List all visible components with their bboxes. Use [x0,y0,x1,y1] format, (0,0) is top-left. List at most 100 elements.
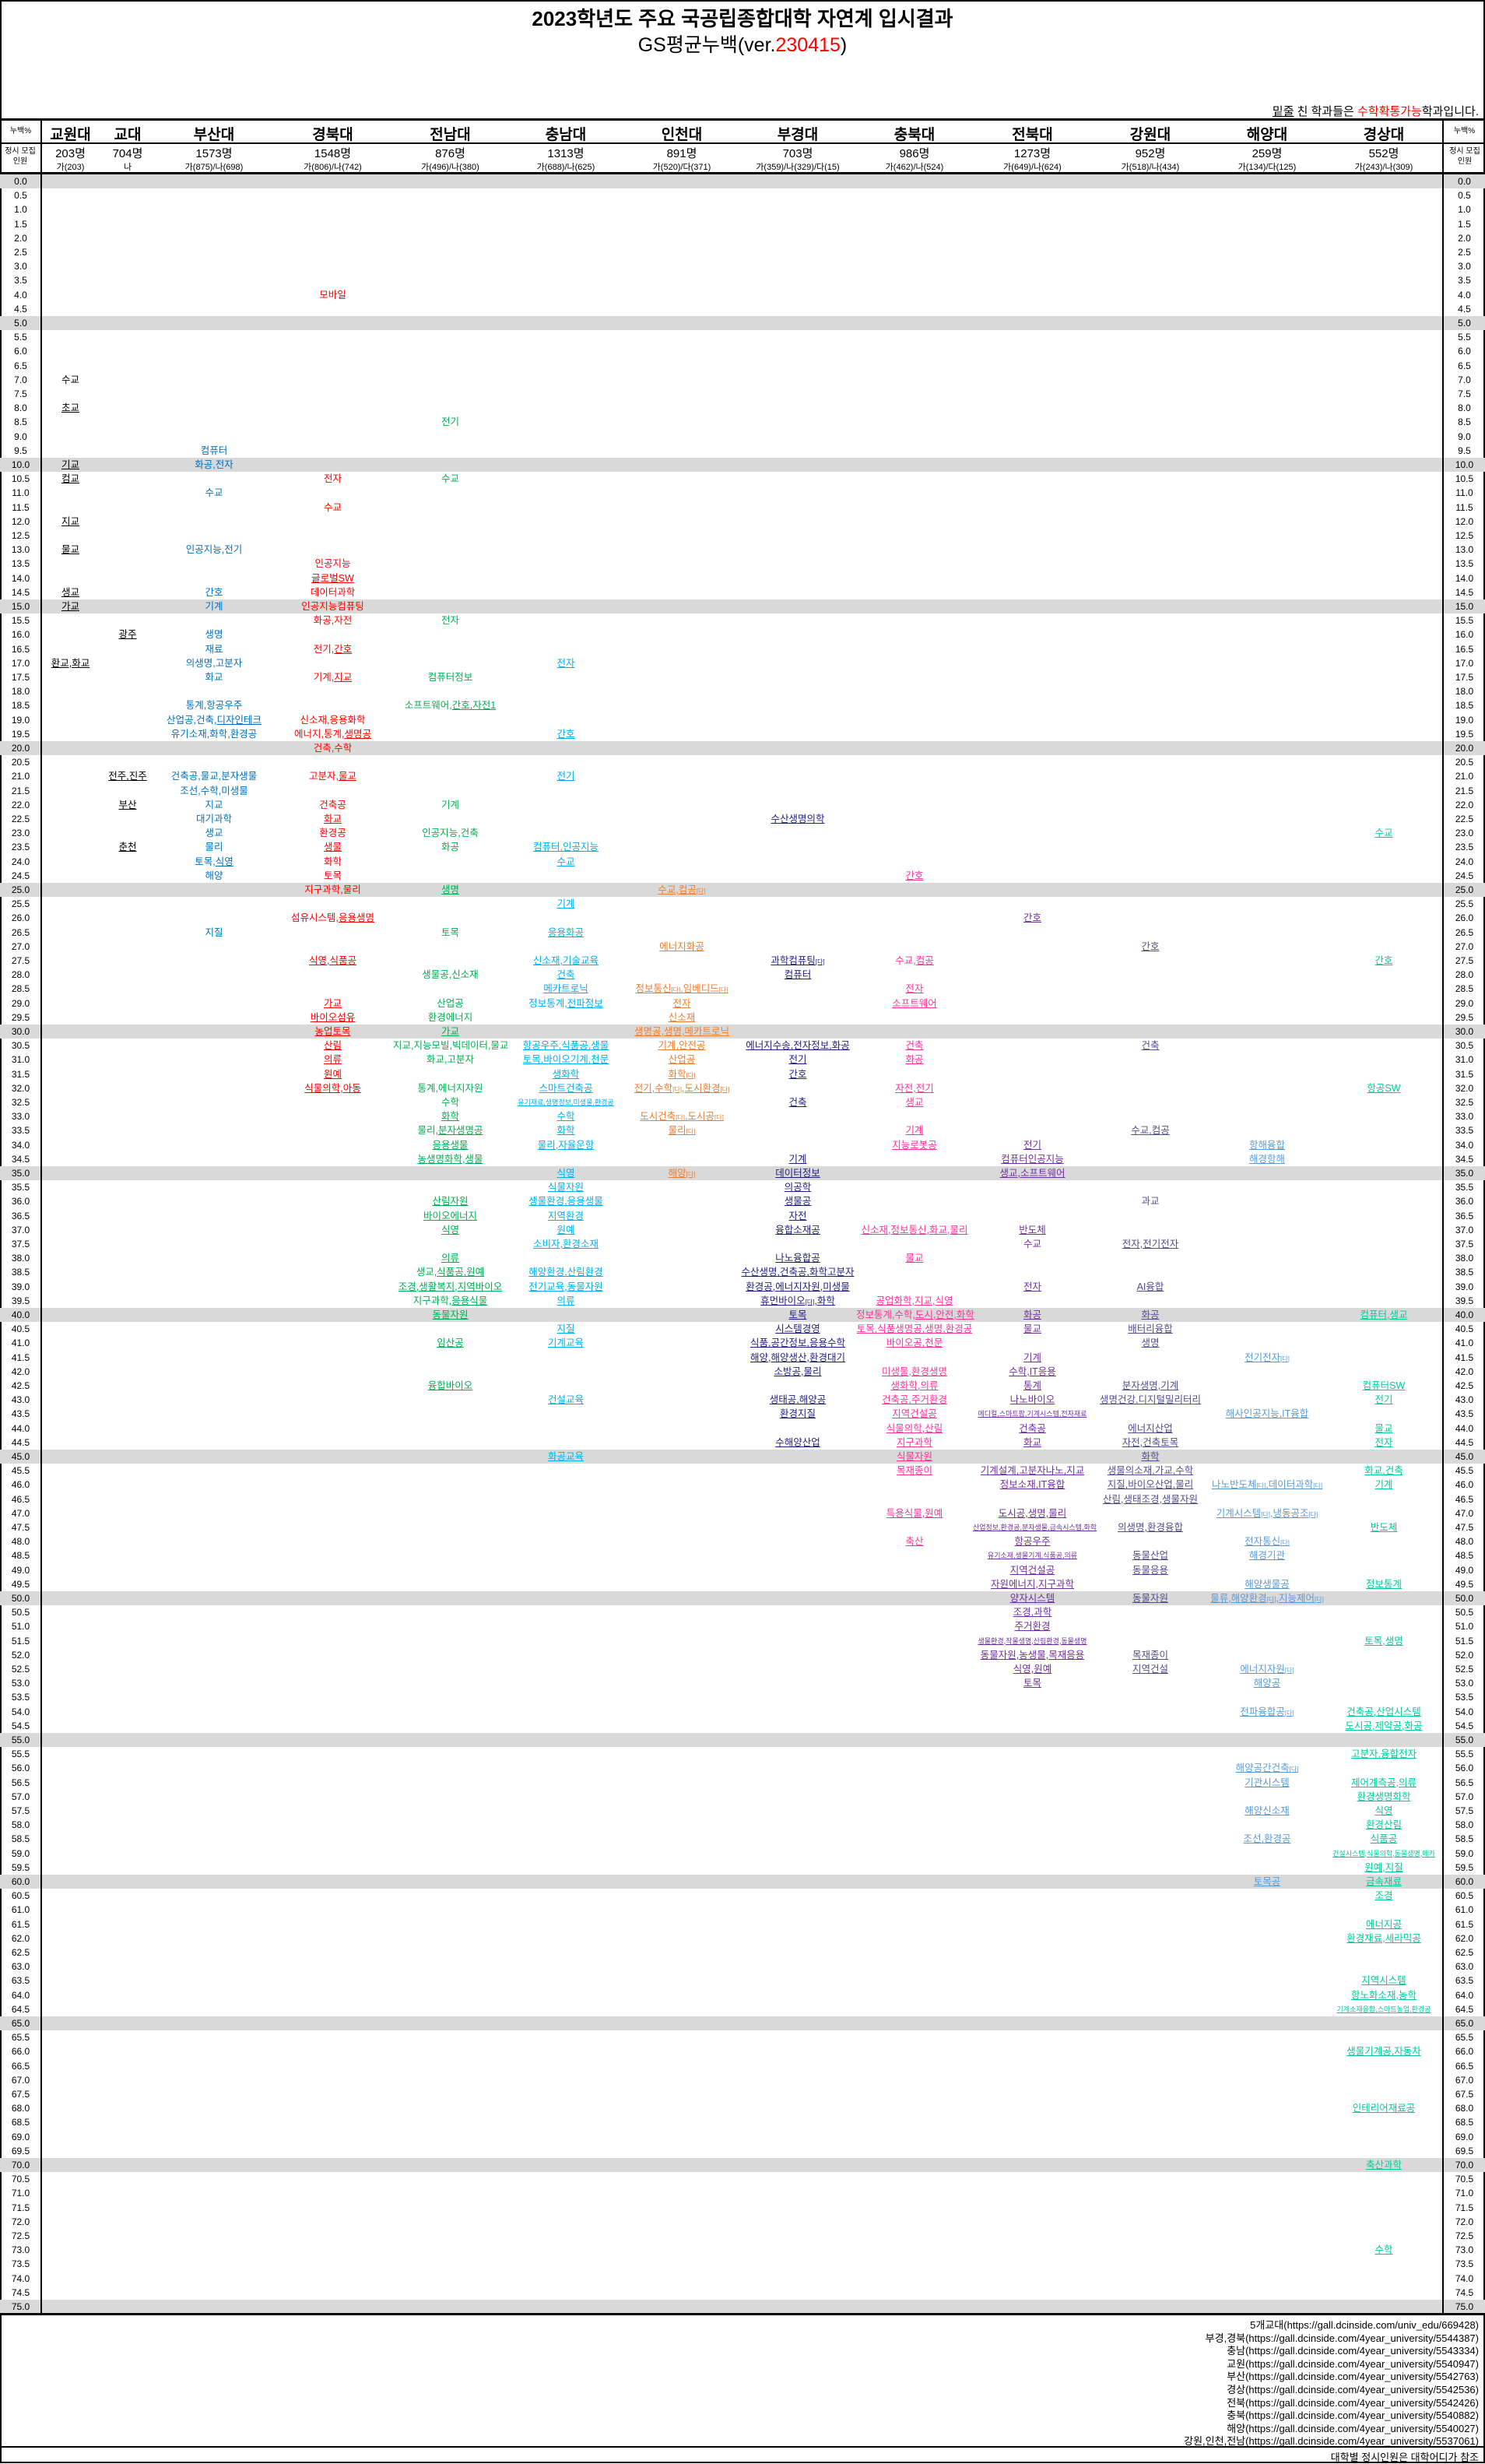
department-entry[interactable]: 수교,컴공 [1092,1123,1209,1137]
department-entry[interactable]: 에너지공 [1325,1917,1442,1931]
department-entry[interactable]: 기계 [156,599,272,613]
department-entry[interactable]: 에너지자원[다] [1209,1662,1325,1676]
department-entry[interactable]: 고분자,물교 [272,769,393,783]
department-entry[interactable]: 기계 [1325,1478,1442,1492]
department-entry[interactable]: 해양환경,산림환경 [507,1265,624,1279]
department-entry[interactable]: 축산 [856,1534,973,1548]
department-entry[interactable]: 조경 [1325,1889,1442,1903]
department-entry[interactable]: 환경생명화학 [1325,1790,1442,1804]
department-entry[interactable]: 조경,과학 [973,1605,1092,1619]
department-entry[interactable]: 화교 [973,1436,1092,1450]
department-entry[interactable]: 동물산업 [1092,1548,1209,1562]
department-entry[interactable]: 해양 [156,869,272,883]
department-entry[interactable]: 전기전자[다] [1209,1351,1325,1365]
department-entry[interactable]: 의생명,환경융합 [1092,1520,1209,1534]
department-entry[interactable]: 통계,항공우주 [156,698,272,712]
department-entry[interactable]: 간호 [856,869,973,883]
department-entry[interactable]: 지역환경 [507,1209,624,1223]
department-entry[interactable]: 기계 [507,897,624,911]
department-entry[interactable]: 생교 [856,1095,973,1109]
department-entry[interactable]: 건축공 [973,1422,1092,1436]
department-entry[interactable]: 화공 [1092,1308,1209,1322]
department-entry[interactable]: 기계 [393,798,507,812]
department-entry[interactable]: 생교,식품공,원예 [393,1265,507,1279]
department-entry[interactable]: 광주 [100,627,156,641]
department-entry[interactable]: 환경에너지 [393,1011,507,1025]
department-entry[interactable]: 전자 [624,996,739,1011]
department-entry[interactable]: 컴퓨터,생교 [1325,1308,1442,1322]
department-entry[interactable]: 지역시스템 [1325,1974,1442,1988]
department-entry[interactable]: 자전,전기 [856,1081,973,1095]
department-entry[interactable]: 물교 [973,1322,1092,1336]
department-entry[interactable]: 인공지능컴퓨팅 [272,599,393,613]
department-entry[interactable]: 해양[다] [624,1166,739,1180]
department-entry[interactable]: 원예 [507,1223,624,1237]
department-entry[interactable]: 조선,수학,미생물 [156,784,272,798]
department-entry[interactable]: 물리,분자생명공 [393,1123,507,1137]
department-entry[interactable]: 메디컬,스마트팜,기계시스템,전자재료 [973,1407,1092,1421]
department-entry[interactable]: 생화학,의류 [856,1379,973,1393]
department-entry[interactable]: 토목,식품생명공,생명,환경공 [856,1322,973,1336]
department-entry[interactable]: 산림 [272,1039,393,1053]
department-entry[interactable]: 바이오공,천문 [856,1336,973,1350]
department-entry[interactable]: 전자 [272,472,393,486]
department-entry[interactable]: 바이오에너지 [393,1209,507,1223]
department-entry[interactable]: 생교 [41,585,100,599]
department-entry[interactable]: 간호 [507,727,624,741]
department-entry[interactable]: 공업화학,지교,식영 [856,1294,973,1308]
department-entry[interactable]: 수학,IT응용 [973,1365,1092,1379]
department-entry[interactable]: 간호 [973,911,1092,925]
department-entry[interactable]: 컴퓨터인공지능 [973,1152,1092,1166]
department-entry[interactable]: 인공지능,전기 [156,543,272,557]
department-entry[interactable]: 의공학 [739,1180,856,1194]
department-entry[interactable]: 환경재료,세라믹공 [1325,1931,1442,1946]
department-entry[interactable]: 반도체 [973,1223,1092,1237]
department-entry[interactable]: 식영,식품공 [272,954,393,968]
department-entry[interactable]: 수교 [507,855,624,869]
department-entry[interactable]: 기계설계,고분자나노,지교 [973,1464,1092,1478]
department-entry[interactable]: 지질,바이오산업,물리 [1092,1478,1209,1492]
department-entry[interactable]: 화학 [272,855,393,869]
department-entry[interactable]: 특용식물,원예 [856,1506,973,1520]
department-entry[interactable]: 환경지질 [739,1407,856,1421]
department-entry[interactable]: 간호 [739,1067,856,1081]
department-entry[interactable]: 응용화공 [507,926,624,940]
department-entry[interactable]: 물교 [1325,1422,1442,1436]
department-entry[interactable]: 수교 [973,1237,1092,1251]
department-entry[interactable]: 의류 [272,1053,393,1067]
department-entry[interactable]: 나노반도체[다],데이터과학[다] [1209,1478,1325,1492]
department-entry[interactable]: 컴퓨터 [156,444,272,458]
department-entry[interactable]: 바이오섬유 [272,1011,393,1025]
department-entry[interactable]: AI융합 [1092,1280,1209,1294]
department-entry[interactable]: 컴퓨터 [739,968,856,982]
department-entry[interactable]: 전자 [393,613,507,627]
department-entry[interactable]: 생물공 [739,1194,856,1208]
department-entry[interactable]: 목재종이 [856,1464,973,1478]
department-entry[interactable]: 항공SW [1325,1081,1442,1095]
department-entry[interactable]: 토목,생명 [1325,1634,1442,1648]
department-entry[interactable]: 건축 [507,968,624,982]
department-entry[interactable]: 전기 [739,1053,856,1067]
department-entry[interactable]: 전기,간호 [272,642,393,656]
department-entry[interactable]: 해양공간건축[다] [1209,1761,1325,1775]
department-entry[interactable]: 소비자,환경소재 [507,1237,624,1251]
department-entry[interactable]: 식품,공간정보,응용수학 [739,1336,856,1350]
department-entry[interactable]: 물교 [41,543,100,557]
department-entry[interactable]: 물류,해양환경[다],지능제어[다] [1209,1591,1325,1605]
department-entry[interactable]: 춘천 [100,840,156,854]
department-entry[interactable]: 유기재료,생명정보,미생물,환경공 [507,1095,624,1109]
department-entry[interactable]: 도시공,생명,물리 [973,1506,1092,1520]
department-entry[interactable]: 수교 [393,472,507,486]
department-entry[interactable]: 부산 [100,798,156,812]
department-entry[interactable]: 환교,화교 [41,656,100,670]
department-entry[interactable]: 건축공,산업시스템 [1325,1705,1442,1719]
department-entry[interactable]: 식물의학,아동 [272,1081,393,1095]
department-entry[interactable]: 수산생명의학 [739,812,856,826]
department-entry[interactable]: 융합소재공 [739,1223,856,1237]
department-entry[interactable]: 가교 [393,1025,507,1039]
department-entry[interactable]: 기계 [739,1152,856,1166]
department-entry[interactable]: 기계소재융합,스마트농업,환경공 [1325,2002,1442,2016]
department-entry[interactable]: 생명공,생명,메카트로닉 [624,1025,739,1039]
department-entry[interactable]: 식물의학,산림 [856,1422,973,1436]
department-entry[interactable]: 지질 [507,1322,624,1336]
